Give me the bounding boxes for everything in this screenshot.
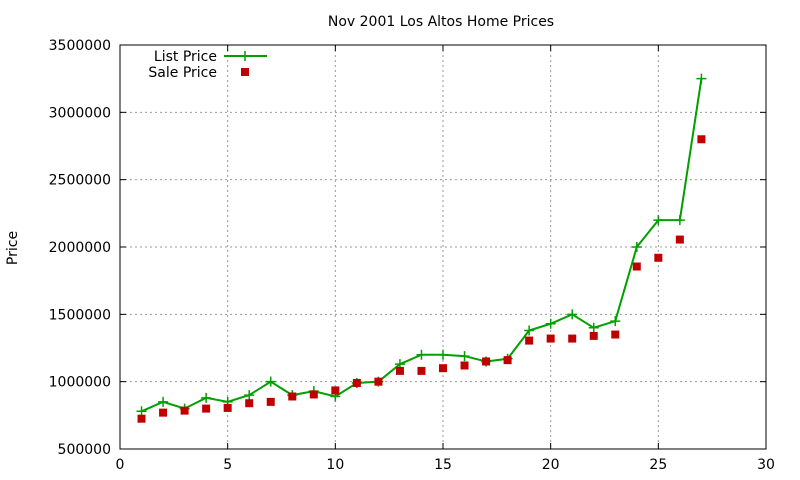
sale-price-point: [266, 397, 275, 406]
legend-label-sale-price: Sale Price: [148, 65, 217, 81]
sale-price-point: [309, 390, 318, 399]
sale-price-point: [137, 414, 146, 423]
x-tick-label: 15: [434, 457, 452, 473]
sale-price-point: [503, 356, 512, 365]
y-axis-label: Price: [5, 231, 21, 265]
x-tick-label: 30: [757, 457, 775, 473]
legend: List Price Sale Price: [148, 49, 267, 81]
x-tick-label: 20: [542, 457, 560, 473]
sale-price-point: [223, 403, 232, 412]
list-price-point: [265, 376, 276, 387]
list-price-point: [674, 215, 685, 226]
list-price-point: [631, 242, 642, 252]
sale-price-point: [159, 408, 168, 417]
sale-price-point: [546, 334, 555, 343]
list-price-point: [158, 396, 169, 407]
sale-price-point: [439, 364, 447, 373]
chart-title: Nov 2001 Los Altos Home Prices: [328, 14, 554, 30]
x-tick-label: 5: [223, 457, 232, 473]
y-tick-label: 1500000: [49, 307, 111, 323]
sale-price-point: [460, 361, 469, 370]
y-tick-label: 1000000: [49, 375, 111, 391]
sale-price-point: [202, 404, 211, 413]
list-price-point: [653, 215, 664, 226]
sale-price-point: [675, 235, 684, 244]
list-price-point: [567, 309, 578, 320]
list-price-point: [696, 73, 707, 84]
legend-marker-list-price: [240, 51, 250, 61]
list-price-point: [610, 316, 621, 327]
sale-price-point: [180, 406, 189, 415]
sale-price-point: [395, 366, 404, 375]
sale-price-point: [589, 331, 598, 340]
sale-price-point: [482, 357, 491, 366]
sale-price-point: [245, 399, 254, 408]
y-tick-label: 3500000: [49, 38, 111, 54]
y-tick-label: 2000000: [49, 240, 111, 256]
x-tick-label: 10: [326, 457, 344, 473]
sale-price-point: [697, 135, 706, 144]
list-price-point: [459, 351, 470, 362]
y-tick-label: 3000000: [49, 105, 111, 121]
legend-label-list-price: List Price: [154, 49, 217, 65]
grid-lines: [120, 45, 766, 449]
sale-price-point: [654, 253, 663, 262]
x-tick-label: 0: [116, 457, 125, 473]
series-layer: [136, 73, 707, 423]
sale-price-point: [611, 330, 620, 339]
list-price-point: [588, 322, 599, 333]
sale-price-point: [288, 392, 297, 401]
sale-price-point: [417, 366, 426, 375]
sale-price-point: [374, 377, 383, 386]
list-price-point: [136, 406, 147, 417]
sale-price-point: [525, 336, 534, 345]
list-price-point: [244, 390, 255, 401]
list-price-point: [416, 349, 427, 360]
list-price-point: [545, 318, 556, 329]
sale-price-point: [352, 379, 361, 388]
y-tick-label: 500000: [58, 442, 111, 458]
legend-marker-sale-price: [241, 68, 249, 76]
list-price-point: [524, 325, 535, 336]
list-price-point: [201, 392, 212, 403]
list-price-point: [438, 349, 448, 360]
sale-price-point: [568, 334, 577, 343]
x-tick-label: 25: [649, 457, 667, 473]
sale-price-point: [632, 262, 641, 271]
y-tick-label: 2500000: [49, 173, 111, 189]
axes: 0 5 10 15 20 25 30 500000 1000000 1500000 2000000 2…: [49, 38, 775, 473]
sale-price-point: [331, 386, 340, 395]
